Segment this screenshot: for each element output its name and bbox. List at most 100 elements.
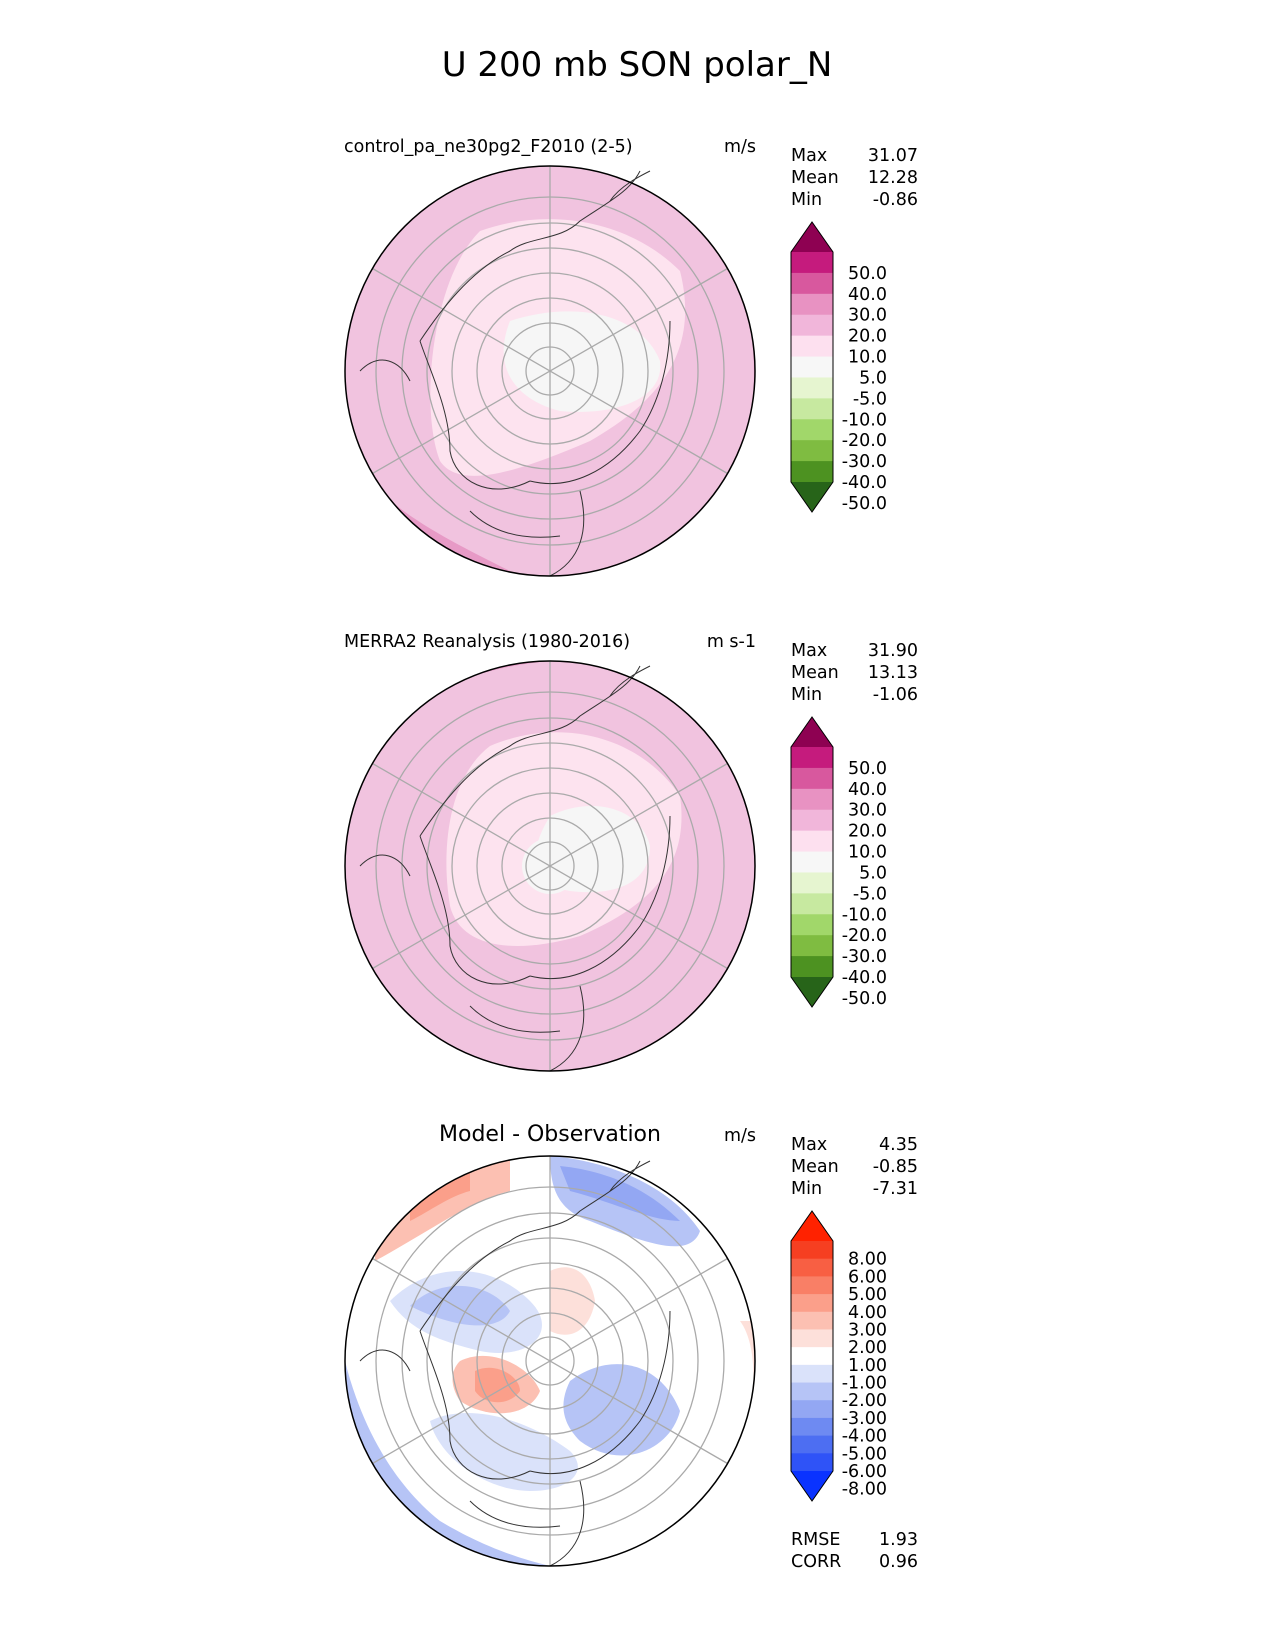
stat-label: Mean [791,663,839,683]
stat-value: 4.35 [879,1135,918,1155]
colorbar-swatch [791,1364,833,1384]
polar-map [344,165,756,577]
colorbar-swatch [791,914,833,936]
panel-ref: MERRA2 Reanalysis (1980-2016) m s-1 Max … [344,632,918,1072]
stat-value: 31.90 [868,641,918,661]
stat-value: -0.85 [873,1157,918,1177]
stat-value: 31.07 [868,146,918,166]
colorbar-outline [790,1210,834,1502]
colorbar-tick-label: 30.0 [848,801,887,821]
colorbar-extend-max [791,717,833,747]
colorbar-tick-label: -50.0 [842,494,887,514]
colorbar-tick-label: -5.00 [842,1444,887,1464]
panel-title: Model - Observation [439,1122,661,1147]
colorbar-swatch [791,767,833,790]
colorbar-tick-label: 40.0 [848,780,887,800]
colorbar-swatch [791,747,833,769]
colorbar-swatch [791,1382,833,1401]
colorbar-swatch [791,335,833,358]
colorbar-tick-label: 5.0 [859,368,887,388]
polar-map [344,1155,756,1567]
colorbar-swatch [791,935,833,957]
colorbar-tick-label: -10.0 [842,410,887,430]
colorbar-extend-max [791,1211,833,1241]
colorbar-swatch [791,1400,833,1419]
field-neg [560,1166,680,1221]
colorbar-swatch [791,356,833,378]
colorbar-tick-label: 20.0 [848,327,887,347]
colorbar-extend-max [791,222,833,252]
stat-label: Min [791,1179,822,1199]
colorbar-swatch [791,377,833,399]
colorbar-tick-label: -10.0 [842,905,887,925]
map-boundary [344,1155,756,1567]
stat-value: 0.96 [879,1552,918,1572]
colorbar-tick-label: -5.0 [853,389,887,409]
colorbar-swatch [791,1329,833,1348]
colorbar-swatch [791,872,833,894]
colorbar-tick-label: 2.00 [848,1338,887,1358]
colorbar-outline [790,221,834,513]
colorbar-tick-label: 6.00 [848,1267,887,1287]
colorbar-tick-label: 8.00 [848,1250,887,1270]
stat-value: 13.13 [868,663,918,683]
stat-label: Mean [791,168,839,188]
colorbar-tick-label: 10.0 [848,348,887,368]
colorbar-swatch [791,1435,833,1454]
field-neg [563,1364,680,1456]
colorbar-tick-label: 4.00 [848,1303,887,1323]
colorbar-swatch [791,272,833,295]
colorbar-swatch [791,252,833,274]
colorbar-tick-label: -4.00 [842,1427,887,1447]
colorbar-extend-min [791,1471,833,1501]
colorbar-swatch [791,851,833,873]
colorbar-swatch [791,1453,833,1472]
colorbar-tick-label: 1.00 [848,1356,887,1376]
colorbar-swatch [791,314,833,337]
colorbar-tick-label: -5.0 [853,884,887,904]
colorbar-swatch [791,1417,833,1437]
colorbar-swatch [791,398,833,420]
colorbar-tick-label: 5.00 [848,1285,887,1305]
colorbar-tick-label: -2.00 [842,1391,887,1411]
colorbar-swatch [791,956,833,978]
panel-test: control_pa_ne30pg2_F2010 (2-5) m/s Max 3… [344,137,918,577]
colorbar-swatch [791,1276,833,1295]
stat-label: CORR [791,1552,841,1572]
stat-label: Min [791,685,822,705]
stat-label: RMSE [791,1530,840,1550]
gridlines [372,661,728,1071]
colorbar-swatch [791,293,833,316]
stat-value: -7.31 [873,1179,918,1199]
map-boundary [344,165,756,577]
field-pos [375,1156,510,1261]
panel-diff: Model - Observation m/s Max 4.35 Mean -0… [344,1122,918,1572]
colorbar-tick-label: 10.0 [848,843,887,863]
panel-units: m/s [724,137,756,157]
colorbar-swatch [791,1258,833,1277]
colorbar-tick-label: 3.00 [848,1320,887,1340]
colorbar: -50.0-40.0-30.0-20.0-10.0-5.05.010.020.0… [790,221,887,514]
colorbar-tick-label: -40.0 [842,473,887,493]
colorbar-outline [790,716,834,1008]
figure-title: U 200 mb SON polar_N [442,45,833,85]
panel-units: m/s [724,1126,756,1146]
colorbar: -8.00-6.00-5.00-4.00-3.00-2.00-1.001.002… [790,1210,887,1502]
stat-label: Max [791,146,827,166]
colorbar-swatch [791,1294,833,1313]
colorbar-tick-label: -30.0 [842,452,887,472]
field-neg [430,1412,578,1491]
colorbar-tick-label: 40.0 [848,285,887,305]
colorbar-swatch [791,788,833,811]
colorbar: -50.0-40.0-30.0-20.0-10.0-5.05.010.020.0… [790,716,887,1009]
map-boundary [344,660,756,1072]
colorbar-swatch [791,440,833,462]
panel-title: MERRA2 Reanalysis (1980-2016) [344,632,630,652]
field-pos [550,1267,595,1335]
gridlines [372,1156,728,1566]
stat-value: 12.28 [868,168,918,188]
stat-value: 1.93 [879,1530,918,1550]
colorbar-swatch [791,1241,833,1260]
colorbar-tick-label: 20.0 [848,822,887,842]
